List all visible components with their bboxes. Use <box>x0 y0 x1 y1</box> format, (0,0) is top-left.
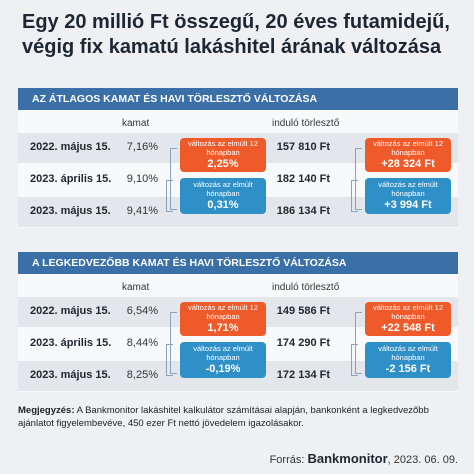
badge-label: változás az elmúlt 12 hónapban <box>187 139 259 157</box>
bracket <box>170 148 177 210</box>
change-badge: változás az elmúlt hónapban +3 994 Ft <box>365 178 451 214</box>
section-header: AZ ÁTLAGOS KAMAT ÉS HAVI TÖRLESZTŐ VÁLTO… <box>18 88 458 110</box>
column-label: induló törlesztő <box>272 282 340 293</box>
note-text: A Bankmonitor lakáshitel kalkulátor szám… <box>18 405 429 429</box>
change-badge: változás az elmúlt hónapban 0,31% <box>180 178 266 214</box>
bracket <box>351 344 358 376</box>
row-date: 2023. május 15. <box>30 205 111 217</box>
change-badge: változás az elmúlt hónapban -2 156 Ft <box>365 342 451 378</box>
row-payment: 186 134 Ft <box>276 205 330 217</box>
badge-label: változás az elmúlt 12 hónapban <box>372 303 444 321</box>
badge-label: változás az elmúlt 12 hónapban <box>187 303 259 321</box>
row-payment: 149 586 Ft <box>276 305 330 317</box>
column-label: induló törlesztő <box>272 118 340 129</box>
change-badge: változás az elmúlt 12 hónapban 2,25% <box>180 138 266 172</box>
row-date: 2023. május 15. <box>30 369 111 381</box>
badge-label: változás az elmúlt 12 hónapban <box>372 139 444 157</box>
note-label: Megjegyzés: <box>18 405 75 416</box>
row-rate: 9,41% <box>126 205 158 217</box>
row-rate: 9,10% <box>126 173 158 185</box>
section-header: A LEGKEDVEZŐBB KAMAT ÉS HAVI TÖRLESZTŐ V… <box>18 252 458 274</box>
row-payment: 174 290 Ft <box>276 337 330 349</box>
bracket <box>166 180 173 212</box>
row-payment: 172 134 Ft <box>276 369 330 381</box>
badge-value: +28 324 Ft <box>381 158 435 170</box>
badge-label: változás az elmúlt hónapban <box>193 344 253 362</box>
badge-value: -2 156 Ft <box>385 363 431 375</box>
badge-label: változás az elmúlt hónapban <box>378 180 438 198</box>
bracket <box>355 148 362 210</box>
column-label: kamat <box>122 118 150 129</box>
bracket <box>170 312 177 374</box>
row-date: 2022. május 15. <box>30 141 111 153</box>
row-rate: 8,44% <box>126 337 158 349</box>
badge-label: változás az elmúlt hónapban <box>378 344 438 362</box>
row-payment: 157 810 Ft <box>276 141 330 153</box>
column-label: kamat <box>122 282 150 293</box>
row-payment: 182 140 Ft <box>276 173 330 185</box>
title: Egy 20 millió Ft összegű, 20 éves futami… <box>22 11 450 58</box>
source: Forrás: Bankmonitor, 2023. 06. 09. <box>270 451 458 466</box>
row-rate: 6,54% <box>126 305 158 317</box>
row-date: 2023. április 15. <box>30 173 112 185</box>
row-date: 2023. április 15. <box>30 337 112 349</box>
badge-label: változás az elmúlt hónapban <box>193 180 253 198</box>
source-label: Forrás: <box>269 454 305 466</box>
badge-value: -0,19% <box>205 363 241 375</box>
bracket <box>355 312 362 374</box>
badge-value: 2,25% <box>207 158 239 170</box>
badge-value: 0,31% <box>207 199 239 211</box>
change-badge: változás az elmúlt 12 hónapban +22 548 Ft <box>365 302 451 336</box>
bracket <box>351 180 358 212</box>
row-date: 2022. május 15. <box>30 305 111 317</box>
bracket <box>166 344 173 376</box>
source-date: , 2023. 06. 09. <box>387 454 458 466</box>
change-badge: változás az elmúlt 12 hónapban 1,71% <box>180 302 266 336</box>
badge-value: 1,71% <box>207 322 239 334</box>
badge-value: +22 548 Ft <box>381 322 435 334</box>
row-rate: 7,16% <box>126 141 158 153</box>
badge-value: +3 994 Ft <box>384 199 432 211</box>
change-badge: változás az elmúlt 12 hónapban +28 324 Ft <box>365 138 451 172</box>
row-rate: 8,25% <box>126 369 158 381</box>
change-badge: változás az elmúlt hónapban -0,19% <box>180 342 266 378</box>
source-brand: Bankmonitor <box>307 451 388 466</box>
note: Megjegyzés: A Bankmonitor lakáshitel kal… <box>18 404 458 430</box>
